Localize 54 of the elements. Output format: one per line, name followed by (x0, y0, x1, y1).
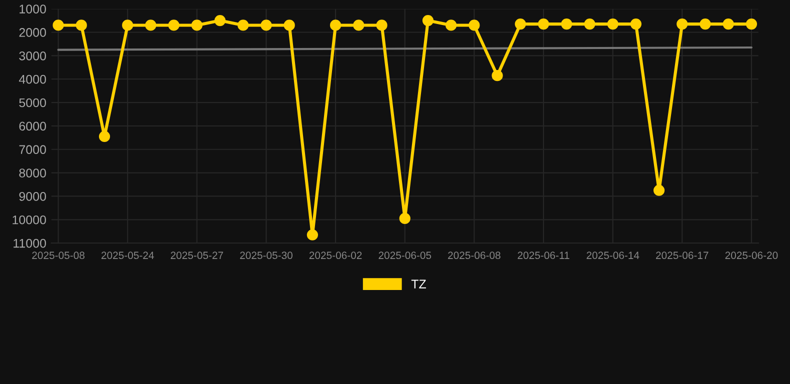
x-tick-label: 2025-05-30 (240, 252, 292, 260)
y-tick-label: 6000 (19, 122, 46, 131)
y-tick-label: 7000 (19, 145, 46, 154)
point (76, 20, 87, 31)
point (538, 18, 550, 30)
point (214, 14, 226, 26)
point (376, 20, 388, 31)
y-tick-label: 2000 (19, 28, 46, 37)
point (284, 20, 295, 31)
point (98, 130, 110, 142)
point (52, 20, 64, 31)
point (238, 20, 249, 31)
x-tick-label: 2025-05-24 (101, 252, 154, 260)
x-tick-label: 2025-06-08 (448, 252, 500, 260)
y-tick-label: 1000 (20, 4, 46, 14)
point (399, 212, 410, 224)
y-tick-label: 4000 (18, 74, 46, 84)
x-tick-label: 2025-05-27 (170, 252, 224, 260)
point (306, 229, 318, 240)
point (653, 184, 665, 196)
point (468, 20, 480, 31)
x-tick-label: 2025-06-02 (309, 252, 362, 260)
point (145, 20, 156, 31)
y-tick-label: 11000 (14, 238, 46, 248)
point (330, 20, 342, 31)
point (122, 20, 134, 31)
point (492, 70, 503, 82)
legend-label: TZ (411, 280, 426, 288)
y-tick-label: 10000 (12, 215, 46, 224)
point (561, 18, 572, 30)
point (722, 18, 734, 30)
x-tick-label: 2025-06-11 (518, 252, 570, 260)
x-tick-label: 2025-05-08 (32, 252, 84, 260)
point (584, 18, 596, 30)
y-tick-label: 9000 (19, 192, 46, 201)
point (422, 14, 434, 26)
y-tick-label: 3000 (19, 51, 46, 60)
y-tick-label: 5000 (19, 98, 46, 108)
point (607, 18, 618, 30)
y-tick-label: 8000 (19, 168, 46, 178)
x-tick-label: 2025-06-05 (378, 252, 432, 260)
point (746, 18, 758, 30)
x-tick-label: 2025-06-17 (656, 252, 708, 260)
point (260, 20, 272, 31)
point (353, 20, 364, 31)
point (514, 18, 526, 30)
point (446, 20, 457, 31)
point (700, 18, 711, 30)
point (168, 20, 180, 31)
point (676, 18, 688, 30)
point (191, 20, 202, 31)
x-tick-label: 2025-06-20 (725, 252, 778, 260)
point (630, 18, 642, 30)
x-tick-label: 2025-06-14 (586, 252, 640, 260)
